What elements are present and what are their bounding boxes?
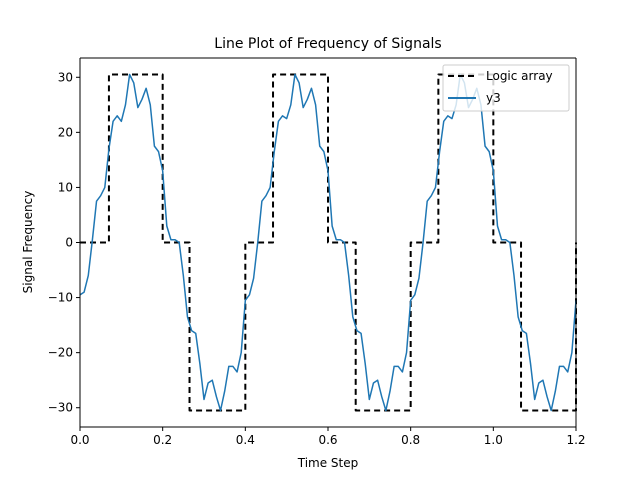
x-tick-label: 1.2 [566, 433, 585, 447]
y-tick-label: 0 [65, 236, 73, 250]
y-tick-label: −20 [48, 346, 73, 360]
y-tick-label: −10 [48, 291, 73, 305]
legend: Logic array y3 [442, 64, 570, 112]
x-axis-label: Time Step [297, 456, 359, 470]
x-tick-label: 1.0 [484, 433, 503, 447]
y-tick-label: −30 [48, 401, 73, 415]
x-tick-label: 0.2 [153, 433, 172, 447]
x-tick-label: 0.4 [236, 433, 255, 447]
legend-y3-label: y3 [486, 91, 501, 105]
logic-array-line [80, 73, 577, 412]
series-layer [79, 73, 577, 412]
x-tick-label: 0.0 [70, 433, 89, 447]
legend-logic-label: Logic array [486, 69, 553, 83]
y-axis: −30 −20 −10 0 10 20 30 [48, 70, 80, 415]
y-tick-label: 10 [58, 180, 73, 194]
y-tick-label: 30 [58, 70, 73, 84]
legend-box [442, 64, 570, 112]
y-axis-label: Signal Frequency [21, 191, 35, 294]
y-tick-label: 20 [58, 125, 73, 139]
x-tick-label: 0.8 [401, 433, 420, 447]
y3-line [79, 73, 577, 412]
chart-title: Line Plot of Frequency of Signals [214, 36, 441, 52]
x-tick-label: 0.6 [318, 433, 337, 447]
x-axis: 0.0 0.2 0.4 0.6 0.8 1.0 1.2 [70, 427, 586, 447]
